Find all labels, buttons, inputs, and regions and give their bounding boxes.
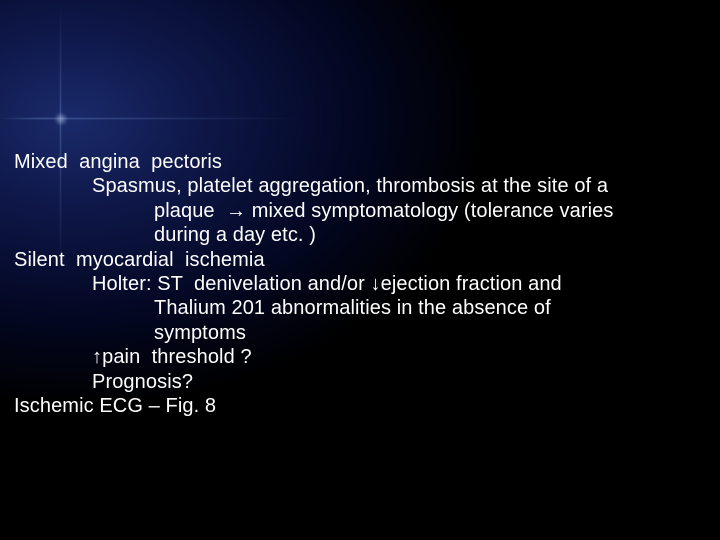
line-9: ↑pain threshold ? — [14, 345, 706, 369]
line-6: Holter: ST denivelation and/or ↓ejection… — [14, 272, 706, 296]
line-6b: ejection fraction and — [381, 273, 562, 295]
line-8: symptoms — [14, 321, 706, 345]
line-1: Mixed angina pectoris — [14, 150, 706, 174]
line-4: during a day etc. ) — [14, 223, 706, 247]
line-5: Silent myocardial ischemia — [14, 248, 706, 272]
line-9a: pain threshold ? — [102, 346, 252, 368]
line-3a: plaque — [154, 200, 226, 222]
flare-horizontal — [0, 118, 310, 119]
up-arrow-icon: ↑ — [92, 346, 102, 368]
line-3b: mixed symptomatology (tolerance varies — [246, 200, 613, 222]
flare-core — [54, 112, 68, 126]
text-block: Mixed angina pectoris Spasmus, platelet … — [14, 150, 706, 418]
slide: Mixed angina pectoris Spasmus, platelet … — [0, 0, 720, 540]
right-arrow-icon: → — [226, 200, 246, 222]
line-2: Spasmus, platelet aggregation, thrombosi… — [14, 174, 706, 198]
line-11: Ischemic ECG – Fig. 8 — [14, 394, 706, 418]
line-6a: Holter: ST denivelation and/or — [92, 273, 371, 295]
line-3: plaque → mixed symptomatology (tolerance… — [14, 199, 706, 223]
down-arrow-icon: ↓ — [371, 273, 381, 295]
line-7: Thalium 201 abnormalities in the absence… — [14, 296, 706, 320]
line-10: Prognosis? — [14, 370, 706, 394]
